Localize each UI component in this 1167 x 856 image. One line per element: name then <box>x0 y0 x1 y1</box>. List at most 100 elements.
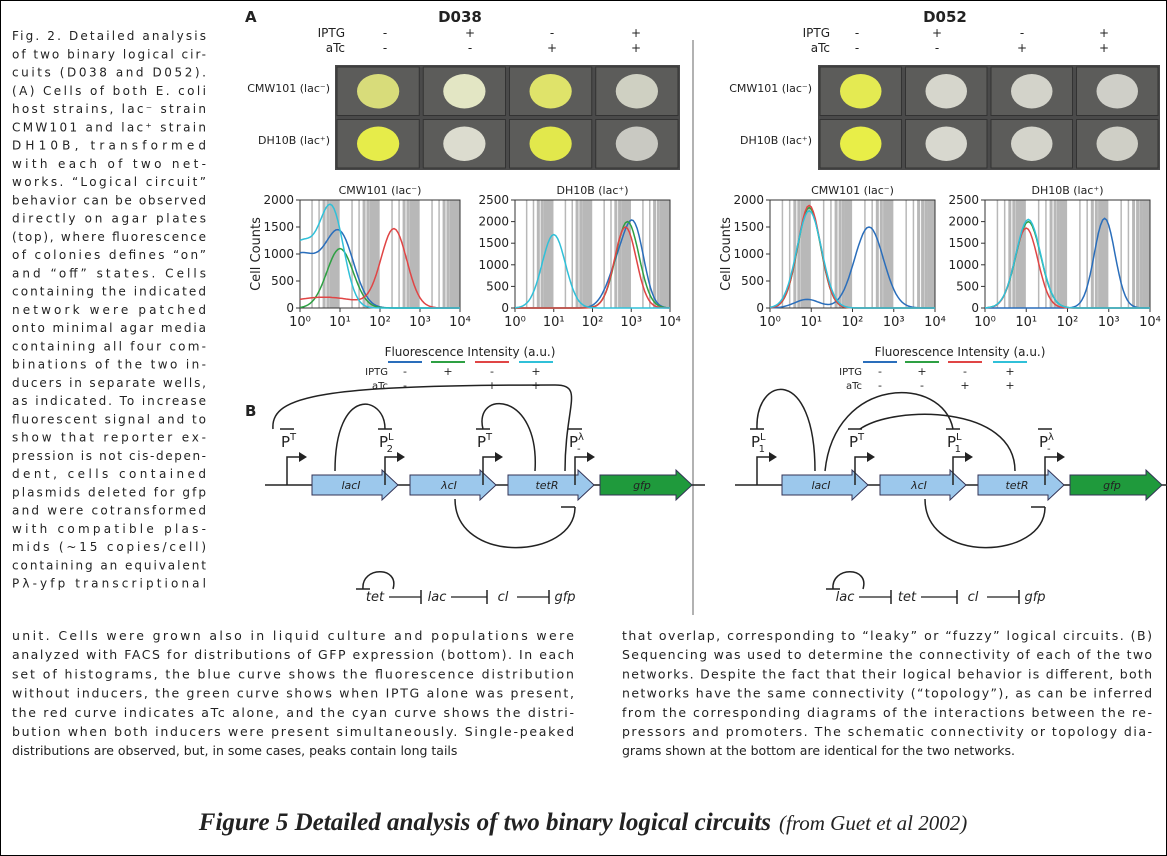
topology-node: cl <box>968 590 979 605</box>
colony <box>616 74 658 109</box>
body-line: networks have the same connectivity (“to… <box>622 686 1152 701</box>
legend-title: Fluorescence Intensity (a.u.) <box>875 345 1046 359</box>
body-line: grams shown at the bottom are identical … <box>622 743 1015 758</box>
y-tick-label: 0 <box>971 301 979 315</box>
promoter-base: P <box>477 433 486 451</box>
caption-main: Figure 5 Detailed analysis of two binary… <box>198 809 771 836</box>
gene-label: tetR <box>535 479 558 492</box>
sidebar-line: DH10B, transformed <box>12 139 206 153</box>
legend-sign: - <box>878 365 882 378</box>
x-tick-label: 10⁴ <box>659 315 681 330</box>
sidebar-line: and were cotransformed <box>12 504 206 518</box>
body-line: that overlap, corresponding to “leaky” o… <box>622 628 1152 643</box>
legend-sign: + <box>1005 379 1014 392</box>
y-tick-label: 1500 <box>263 220 294 234</box>
inducer-sign: + <box>631 41 641 55</box>
inducer-sign: + <box>1099 41 1109 55</box>
promoter-sup: T <box>857 432 865 443</box>
sidebar-line: Fig. 2. Detailed analysis <box>12 29 206 43</box>
legend-sign: - <box>878 379 882 392</box>
x-tick-label: 10⁴ <box>1139 315 1161 330</box>
sidebar-line: pression is not cis-depen- <box>12 449 206 463</box>
caption-source: (from Guet et al 2002) <box>779 811 967 835</box>
topology-node: lac <box>428 590 447 605</box>
promoter-base: P <box>849 433 858 451</box>
colony <box>1097 74 1139 109</box>
legend-sign: - <box>403 379 407 392</box>
topology-node: cl <box>498 590 509 605</box>
promoter-sup: L <box>760 432 766 443</box>
inducer-sign: + <box>631 26 641 40</box>
gene-label: λcI <box>910 479 927 492</box>
legend-sign: + <box>960 379 969 392</box>
colony <box>1011 74 1053 109</box>
sidebar-line: plasmids deleted for gfp <box>12 485 206 499</box>
strain-label: CMW101 (lac⁻) <box>729 82 812 95</box>
y-tick-label: 2500 <box>478 193 509 207</box>
colony <box>926 74 968 109</box>
sidebar-line: with compatible plas- <box>12 522 206 536</box>
inducer-sign: - <box>855 41 859 55</box>
colony <box>443 127 485 162</box>
inducer-sign: - <box>383 26 387 40</box>
legend-row-name: IPTG <box>839 367 862 378</box>
inducer-sign: + <box>1099 26 1109 40</box>
x-tick-label: 10² <box>842 315 864 330</box>
inducer-sign: + <box>932 26 942 40</box>
legend-sign: - <box>920 379 924 392</box>
inducer-name: IPTG <box>318 26 345 40</box>
legend-sign: - <box>403 365 407 378</box>
body-line: Sequencing was used to determine the con… <box>622 647 1152 662</box>
y-tick-label: 1000 <box>733 247 764 261</box>
legend-sign: + <box>443 365 452 378</box>
legend-title: Fluorescence Intensity (a.u.) <box>385 345 556 359</box>
y-tick-label: 0 <box>286 301 294 315</box>
legend-sign: - <box>490 365 494 378</box>
y-tick-label: 2000 <box>263 193 294 207</box>
promoter-sup: L <box>956 432 962 443</box>
histogram-title: CMW101 (lac⁻) <box>339 184 422 197</box>
sidebar-line: (top), where fluorescence <box>12 230 206 244</box>
x-tick-label: 10³ <box>620 315 642 330</box>
y-tick-label: 1000 <box>263 247 294 261</box>
x-tick-label: 10⁰ <box>504 315 526 330</box>
y-axis-label: Cell Counts <box>249 217 264 291</box>
promoter-sub: 1 <box>759 444 765 455</box>
colony <box>1097 127 1139 162</box>
colony <box>443 74 485 109</box>
body-line: networks. Despite the fact that their lo… <box>622 666 1152 681</box>
histogram-title: CMW101 (lac⁻) <box>811 184 894 197</box>
topology-node: tet <box>898 590 917 605</box>
promoter-sup: L <box>388 432 394 443</box>
y-tick-label: 0 <box>756 301 764 315</box>
y-tick-label: 1500 <box>478 236 509 250</box>
panel-label: A <box>245 8 257 26</box>
x-tick-label: 10¹ <box>543 315 565 330</box>
promoter-sup: T <box>485 432 493 443</box>
x-tick-label: 10² <box>1057 315 1079 330</box>
histogram-title: DH10B (lac⁺) <box>556 184 628 197</box>
y-tick-label: 2500 <box>948 193 979 207</box>
inducer-sign: - <box>383 41 387 55</box>
body-line: pressors and promoters. The schematic co… <box>622 724 1152 739</box>
inducer-sign: - <box>468 41 472 55</box>
sidebar-line: as indicated. To increase <box>12 394 206 408</box>
gene-label: gfp <box>633 479 651 492</box>
strain-label: CMW101 (lac⁻) <box>247 82 330 95</box>
promoter-sub: - <box>1047 444 1051 455</box>
x-tick-label: 10¹ <box>329 315 351 330</box>
x-tick-label: 10¹ <box>800 315 822 330</box>
colony <box>926 127 968 162</box>
inducer-sign: - <box>935 41 939 55</box>
x-tick-label: 10⁰ <box>974 315 996 330</box>
colony <box>616 127 658 162</box>
promoter-sup: λ <box>1048 432 1054 443</box>
inducer-sign: + <box>547 41 557 55</box>
body-line: bution when both inducers were present s… <box>12 724 574 739</box>
promoter-sup: T <box>289 432 297 443</box>
colony <box>840 74 882 109</box>
inducer-sign: - <box>1020 26 1024 40</box>
x-tick-label: 10³ <box>883 315 905 330</box>
inducer-sign: - <box>550 26 554 40</box>
sidebar-line: host strains, lac⁻ strain <box>12 102 206 116</box>
